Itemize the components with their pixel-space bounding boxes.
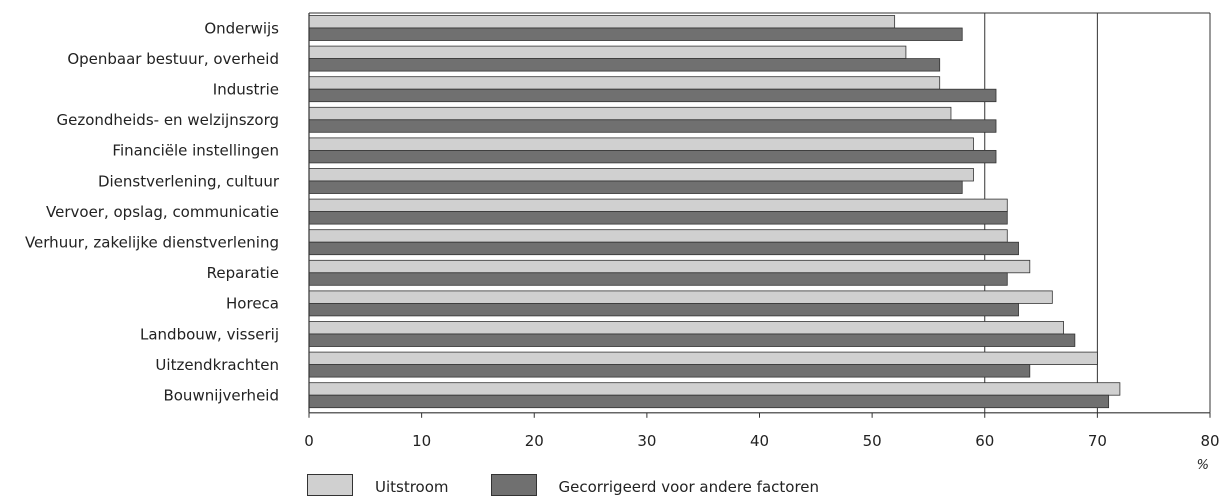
category-label-verhuur-zakelijke-dienstverlening: Verhuur, zakelijke dienstverlening bbox=[25, 234, 279, 252]
category-label-onderwijs: Onderwijs bbox=[204, 19, 279, 37]
bar-horeca-gecorrigeerd-voor-andere-factoren bbox=[308, 302, 1019, 317]
legend-item-uitstroom: Uitstroom bbox=[307, 474, 449, 496]
category-label-gezondheids-en-welzijnszorg: Gezondheids- en welzijnszorg bbox=[56, 111, 279, 129]
x-tick-label-60: 60 bbox=[975, 432, 994, 450]
x-tick-label-70: 70 bbox=[1088, 432, 1107, 450]
axis-layer bbox=[308, 13, 1211, 418]
x-tick-label-20: 20 bbox=[525, 432, 544, 450]
bar-uitzendkrachten-uitstroom bbox=[308, 351, 1098, 366]
bar-landbouw-visserij-gecorrigeerd-voor-andere-factoren bbox=[308, 333, 1076, 347]
category-label-financiele-instellingen: Financiële instellingen bbox=[112, 142, 279, 160]
bar-gezondheids-en-welzijnszorg-uitstroom bbox=[308, 106, 952, 121]
bar-openbaar-bestuur-overheid-gecorrigeerd-voor-andere-factoren bbox=[308, 58, 941, 72]
bar-gezondheids-en-welzijnszorg-gecorrigeerd-voor-andere-factoren bbox=[308, 119, 997, 133]
x-tick-label-40: 40 bbox=[750, 432, 769, 450]
x-tick-label-30: 30 bbox=[637, 432, 656, 450]
legend-swatch-gecorrigeerd bbox=[490, 474, 537, 496]
bar-bouwnijverheid-gecorrigeerd-voor-andere-factoren bbox=[308, 394, 1110, 409]
category-label-industrie: Industrie bbox=[213, 81, 279, 99]
bar-industrie-gecorrigeerd-voor-andere-factoren bbox=[308, 88, 997, 103]
bar-bouwnijverheid-uitstroom bbox=[308, 382, 1121, 396]
bar-financiele-instellingen-gecorrigeerd-voor-andere-factoren bbox=[308, 149, 997, 164]
category-label-bouwnijverheid: Bouwnijverheid bbox=[163, 387, 279, 405]
category-label-uitzendkrachten: Uitzendkrachten bbox=[155, 356, 279, 374]
bar-financiele-instellingen-uitstroom bbox=[308, 137, 974, 151]
bar-verhuur-zakelijke-dienstverlening-gecorrigeerd-voor-andere-factoren bbox=[308, 241, 1019, 256]
x-tick-label-80: 80 bbox=[1200, 432, 1219, 450]
bar-chart: Onderwijs Openbaar bestuur, overheid Indus… bbox=[25, 12, 1220, 473]
bar-reparatie-uitstroom bbox=[308, 259, 1031, 274]
bars-layer bbox=[308, 15, 1121, 409]
category-label-vervoer-opslag-communicatie: Vervoer, opslag, communicatie bbox=[46, 203, 279, 221]
category-label-reparatie: Reparatie bbox=[207, 264, 279, 282]
bar-dienstverlening-cultuur-gecorrigeerd-voor-andere-factoren bbox=[308, 180, 963, 194]
category-label-landbouw-visserij: Landbouw, visserij bbox=[140, 325, 279, 343]
bar-verhuur-zakelijke-dienstverlening-uitstroom bbox=[308, 229, 1008, 243]
bar-onderwijs-uitstroom bbox=[308, 15, 896, 29]
bar-dienstverlening-cultuur-uitstroom bbox=[308, 168, 974, 182]
bar-horeca-uitstroom bbox=[308, 290, 1053, 304]
bar-uitzendkrachten-gecorrigeerd-voor-andere-factoren bbox=[308, 364, 1031, 378]
bar-openbaar-bestuur-overheid-uitstroom bbox=[308, 45, 907, 59]
legend: Uitstroom Gecorrigeerd voor andere facto… bbox=[307, 474, 861, 500]
legend-label-gecorrigeerd: Gecorrigeerd voor andere factoren bbox=[558, 478, 820, 496]
bar-onderwijs-gecorrigeerd-voor-andere-factoren bbox=[308, 27, 963, 41]
bar-industrie-uitstroom bbox=[308, 76, 941, 90]
legend-label-uitstroom: Uitstroom bbox=[375, 478, 449, 496]
x-axis-unit-label: % bbox=[1197, 458, 1209, 473]
bar-vervoer-opslag-communicatie-gecorrigeerd-voor-andere-factoren bbox=[308, 211, 1008, 225]
legend-swatch-uitstroom bbox=[307, 474, 353, 496]
legend-item-gecorrigeerd: Gecorrigeerd voor andere factoren bbox=[490, 474, 820, 496]
category-label-horeca: Horeca bbox=[226, 295, 279, 313]
category-label-openbaar-bestuur-overheid: Openbaar bestuur, overheid bbox=[67, 50, 279, 68]
x-tick-label-50: 50 bbox=[863, 432, 882, 450]
category-label-dienstverlening-cultuur: Dienstverlening, cultuur bbox=[98, 172, 280, 190]
bar-vervoer-opslag-communicatie-uitstroom bbox=[308, 198, 1008, 213]
x-tick-label-0: 0 bbox=[304, 432, 314, 450]
bar-landbouw-visserij-uitstroom bbox=[308, 321, 1064, 335]
bar-reparatie-gecorrigeerd-voor-andere-factoren bbox=[308, 272, 1008, 286]
x-tick-label-10: 10 bbox=[412, 432, 431, 450]
labels-layer: Onderwijs Openbaar bestuur, overheid Indus… bbox=[25, 19, 1220, 473]
